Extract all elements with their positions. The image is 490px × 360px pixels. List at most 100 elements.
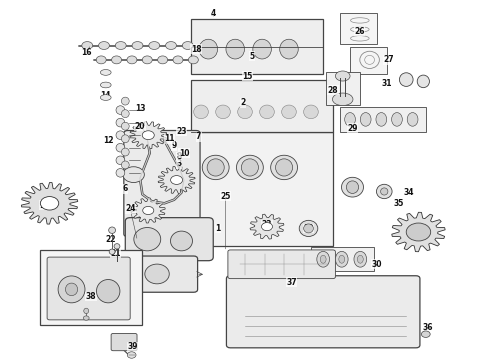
Text: 26: 26: [355, 27, 365, 36]
Ellipse shape: [145, 264, 169, 284]
Text: 28: 28: [328, 86, 338, 95]
Ellipse shape: [122, 97, 129, 105]
Text: 4: 4: [211, 9, 216, 18]
FancyBboxPatch shape: [47, 257, 130, 320]
Ellipse shape: [354, 251, 367, 267]
Ellipse shape: [226, 39, 245, 59]
FancyBboxPatch shape: [226, 276, 420, 348]
Text: 22: 22: [105, 235, 116, 244]
Polygon shape: [131, 198, 165, 223]
Ellipse shape: [332, 93, 353, 105]
Text: 2: 2: [240, 98, 245, 107]
Text: 23: 23: [176, 127, 187, 136]
Text: 14: 14: [100, 91, 111, 100]
FancyBboxPatch shape: [124, 131, 200, 237]
Ellipse shape: [132, 41, 143, 49]
Ellipse shape: [282, 105, 296, 119]
Polygon shape: [22, 183, 78, 224]
Circle shape: [142, 131, 154, 140]
Ellipse shape: [237, 155, 263, 180]
Ellipse shape: [417, 75, 429, 87]
Ellipse shape: [335, 71, 350, 81]
Ellipse shape: [100, 69, 111, 75]
Ellipse shape: [96, 56, 106, 64]
Ellipse shape: [98, 41, 109, 49]
Ellipse shape: [182, 41, 193, 49]
Ellipse shape: [166, 41, 176, 49]
Text: 18: 18: [191, 45, 201, 54]
Ellipse shape: [115, 41, 126, 49]
Text: 30: 30: [372, 260, 382, 269]
Ellipse shape: [344, 113, 355, 126]
Polygon shape: [130, 122, 167, 149]
Text: 35: 35: [394, 199, 404, 208]
Ellipse shape: [122, 110, 129, 118]
Ellipse shape: [317, 251, 330, 267]
Ellipse shape: [100, 82, 111, 88]
Ellipse shape: [127, 56, 137, 64]
Ellipse shape: [346, 181, 359, 193]
Circle shape: [127, 352, 136, 358]
Ellipse shape: [199, 39, 218, 59]
Ellipse shape: [304, 105, 318, 119]
Ellipse shape: [207, 159, 224, 176]
Text: 12: 12: [103, 136, 114, 145]
Text: 15: 15: [242, 72, 253, 81]
Ellipse shape: [376, 184, 392, 199]
Text: 38: 38: [86, 292, 97, 301]
Text: 8: 8: [176, 152, 182, 161]
Ellipse shape: [392, 113, 402, 126]
Circle shape: [406, 223, 431, 241]
Ellipse shape: [260, 105, 274, 119]
Ellipse shape: [360, 113, 371, 126]
Ellipse shape: [304, 224, 314, 233]
Text: 21: 21: [110, 249, 121, 258]
Ellipse shape: [188, 56, 198, 64]
Ellipse shape: [407, 113, 418, 126]
Ellipse shape: [280, 39, 298, 59]
Text: 36: 36: [423, 323, 434, 332]
Text: 9: 9: [172, 141, 177, 150]
Ellipse shape: [109, 227, 116, 233]
Circle shape: [123, 167, 145, 183]
Circle shape: [262, 222, 272, 231]
Circle shape: [171, 176, 183, 184]
Ellipse shape: [357, 255, 363, 263]
Ellipse shape: [112, 56, 122, 64]
Text: 10: 10: [179, 149, 189, 158]
Ellipse shape: [122, 122, 129, 130]
Ellipse shape: [381, 188, 388, 195]
Ellipse shape: [116, 143, 125, 152]
Text: 25: 25: [220, 192, 231, 201]
Text: 17: 17: [39, 201, 50, 210]
Text: 7: 7: [196, 132, 201, 141]
Ellipse shape: [253, 39, 271, 59]
FancyBboxPatch shape: [191, 19, 323, 74]
FancyBboxPatch shape: [111, 333, 137, 351]
Ellipse shape: [339, 255, 344, 263]
Ellipse shape: [58, 276, 85, 303]
Ellipse shape: [242, 159, 258, 176]
Ellipse shape: [335, 251, 348, 267]
Ellipse shape: [299, 220, 318, 237]
FancyBboxPatch shape: [191, 80, 333, 132]
Ellipse shape: [122, 148, 129, 156]
Ellipse shape: [142, 56, 152, 64]
Ellipse shape: [116, 106, 125, 114]
Text: 19: 19: [303, 224, 314, 233]
Ellipse shape: [82, 41, 93, 49]
Bar: [40, 250, 143, 325]
Text: 3: 3: [176, 159, 182, 168]
Ellipse shape: [149, 41, 160, 49]
Bar: [340, 13, 377, 44]
Ellipse shape: [100, 95, 111, 100]
Ellipse shape: [83, 316, 89, 320]
Polygon shape: [392, 212, 445, 252]
Ellipse shape: [134, 228, 161, 251]
Bar: [340, 107, 426, 132]
Text: 32: 32: [418, 228, 429, 237]
FancyBboxPatch shape: [228, 250, 335, 279]
Polygon shape: [250, 214, 284, 239]
Text: 6: 6: [122, 184, 128, 193]
Bar: [326, 72, 360, 105]
